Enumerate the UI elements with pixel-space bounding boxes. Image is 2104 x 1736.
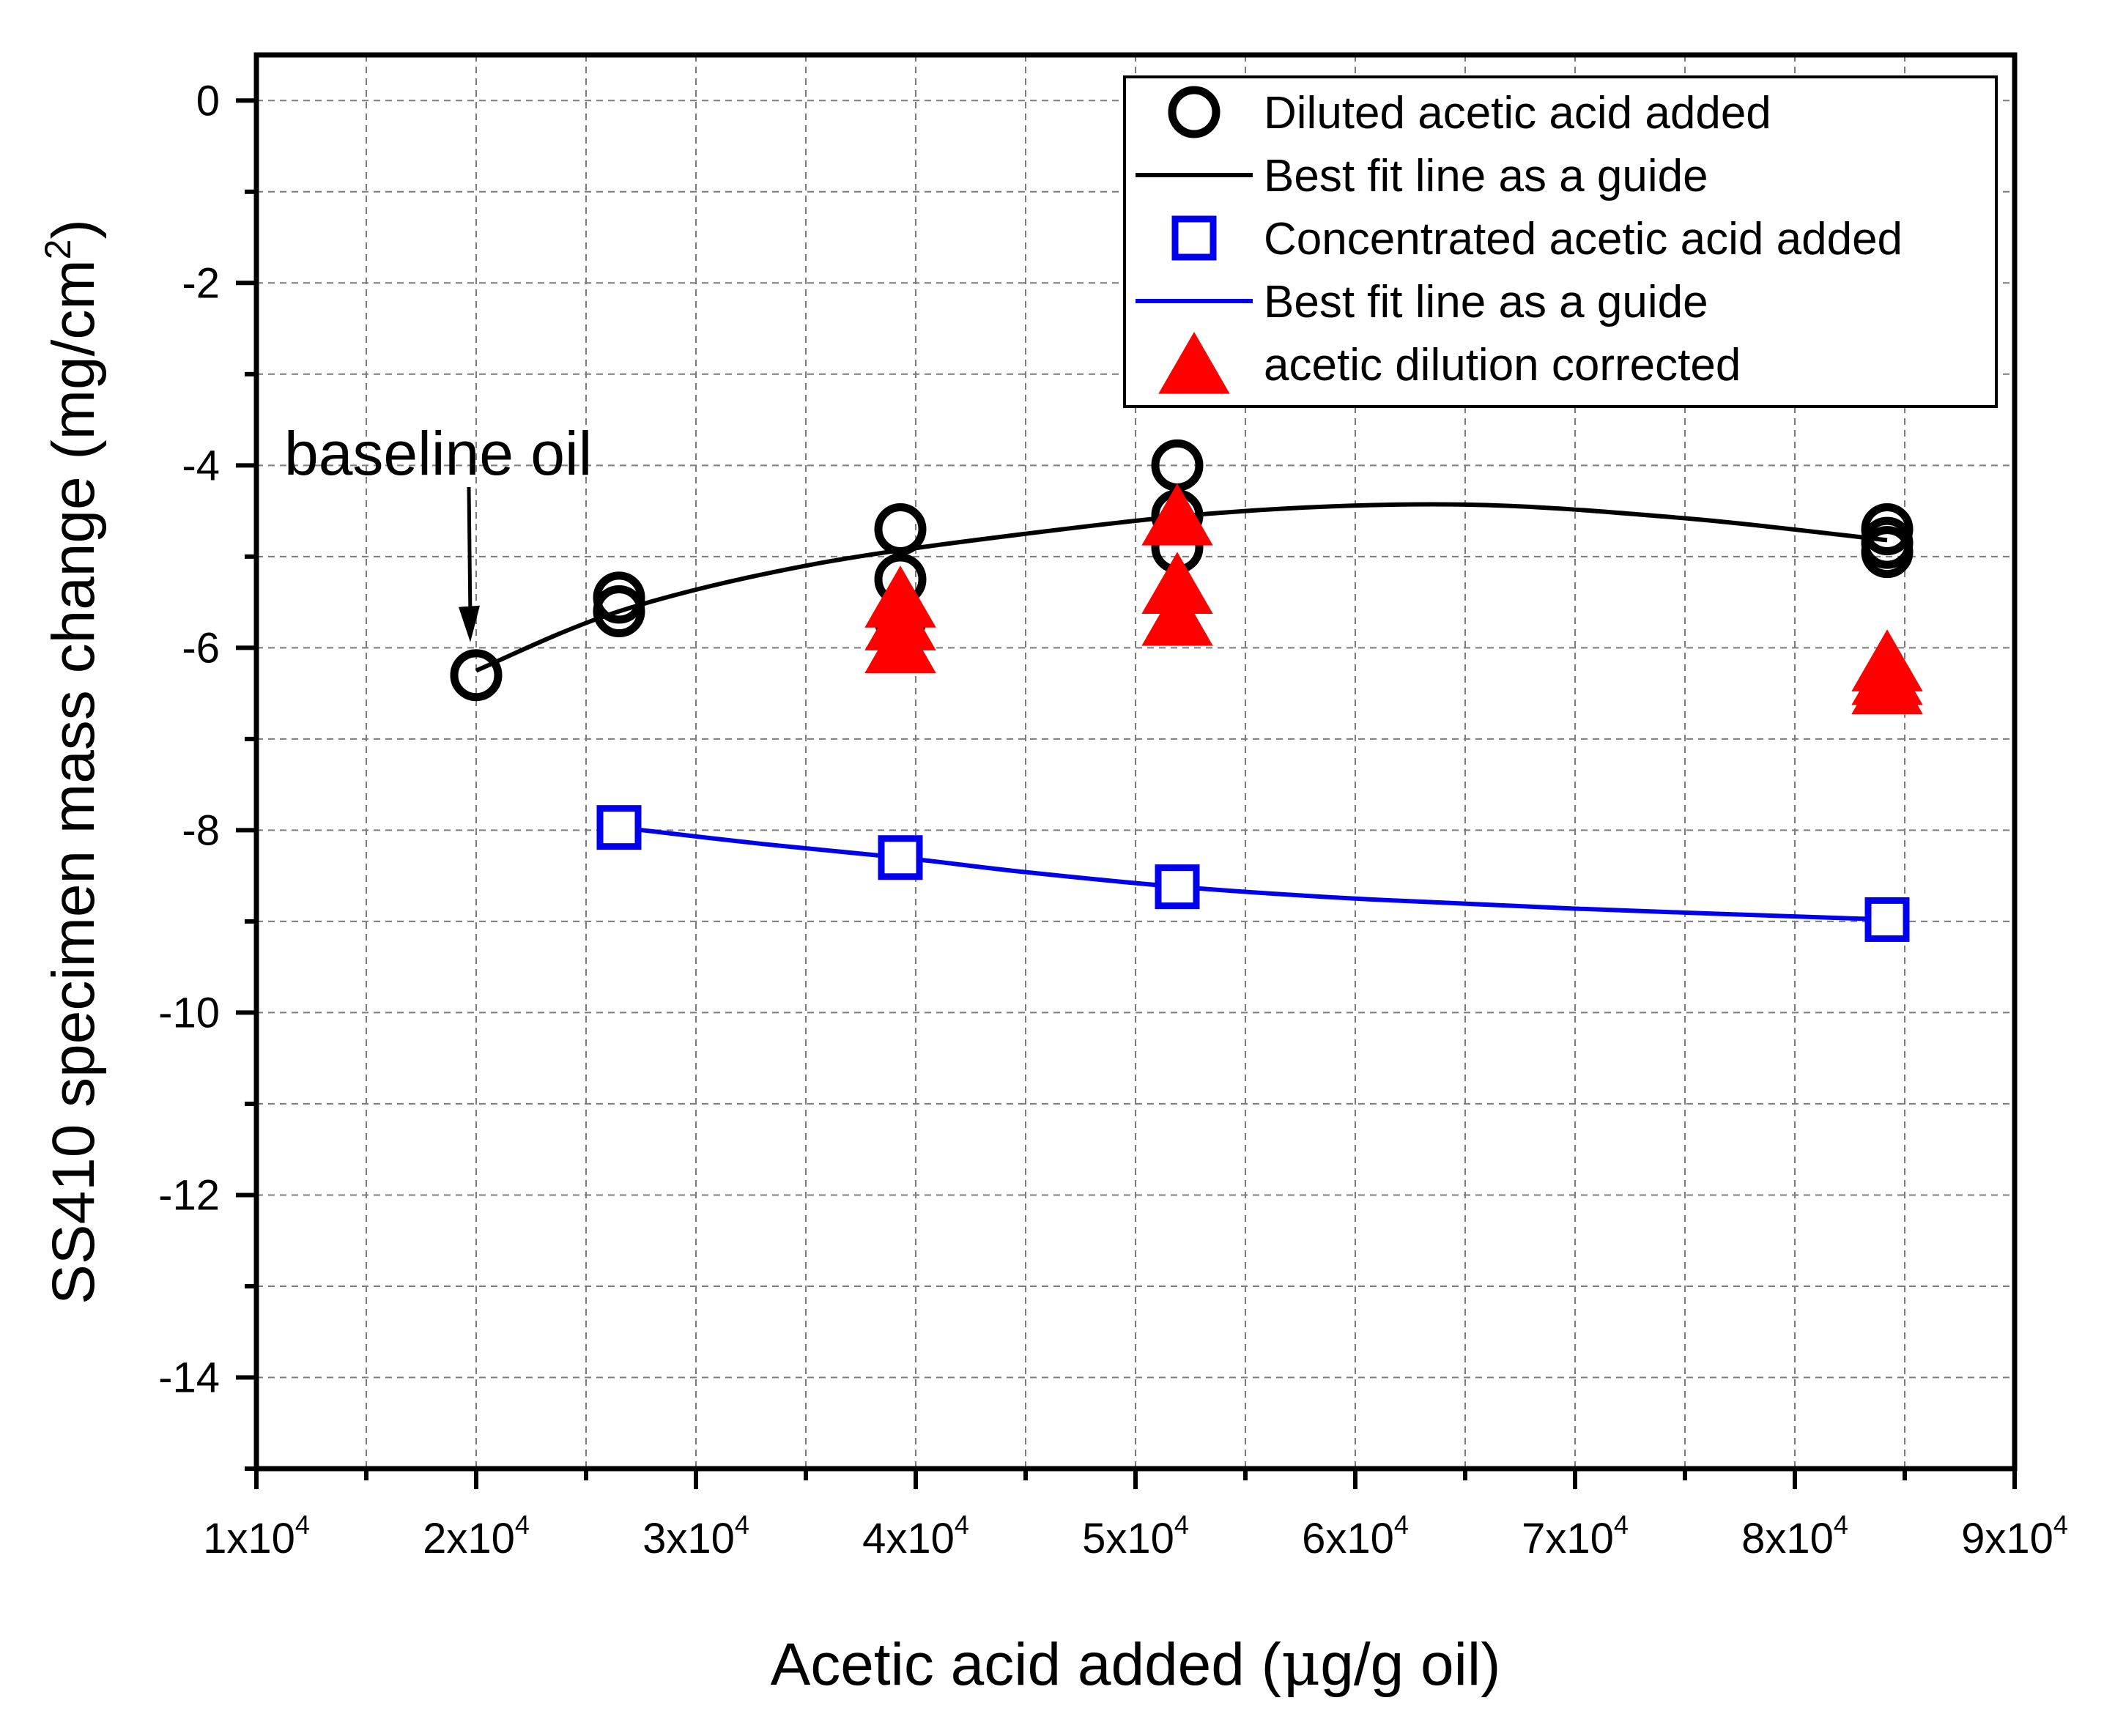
legend-label: acetic dilution corrected xyxy=(1264,340,1741,390)
x-tick-label: 5x104 xyxy=(1082,1510,1189,1562)
y-axis-title-part-1: SS410 specimen mass change (mg/cm xyxy=(40,259,107,1305)
circle-marker xyxy=(874,502,927,555)
axis-ticks xyxy=(236,98,2017,1489)
square-marker xyxy=(1155,864,1200,910)
data-markers xyxy=(450,439,1923,942)
y-axis-title-part-3: ) xyxy=(40,219,107,239)
x-tick-label: 7x104 xyxy=(1522,1510,1629,1562)
y-tick-label: 0 xyxy=(196,77,220,125)
x-tick-label: 9x104 xyxy=(1961,1510,2068,1562)
y-tick-label: -6 xyxy=(182,624,220,672)
square-marker xyxy=(596,805,642,850)
x-tick-label: 6x104 xyxy=(1302,1510,1409,1562)
y-tick-label: -14 xyxy=(158,1354,220,1401)
legend: Diluted acetic acid added Best fit line a… xyxy=(1123,75,1998,408)
legend-label: Best fit line as a guide xyxy=(1264,277,1708,327)
legend-triangle-swatch xyxy=(1158,331,1230,394)
x-tick-label: 1x104 xyxy=(203,1510,310,1562)
x-axis-title: Acetic acid added (μg/g oil) xyxy=(771,1630,1501,1699)
legend-square-swatch xyxy=(1171,215,1217,261)
x-tick-label: 3x104 xyxy=(642,1510,749,1562)
annotation-arrow-head xyxy=(459,605,480,642)
tick-labels: 1x104 2x104 3x104 4x104 5x104 6x104 7x104 8x104… xyxy=(158,77,2068,1562)
square-marker xyxy=(1864,897,1910,942)
fit-line-3 xyxy=(618,825,1888,922)
y-tick-label: -2 xyxy=(182,259,220,307)
legend-circle-swatch xyxy=(1168,86,1220,138)
square-marker xyxy=(878,835,923,880)
circle-marker xyxy=(593,585,645,638)
y-axis-title: SS410 specimen mass change (mg/cm2) xyxy=(37,219,107,1305)
x-axis-title-part-1: Acetic acid added ( xyxy=(771,1631,1281,1698)
annotation-arrow-shaft xyxy=(467,486,473,620)
y-tick-label: -12 xyxy=(158,1171,220,1219)
triangle-marker xyxy=(1851,652,1923,714)
y-tick-label: -8 xyxy=(182,806,220,854)
circle-marker xyxy=(1861,526,1914,579)
x-axis-title-mu: μ xyxy=(1281,1630,1320,1699)
circle-marker xyxy=(450,649,503,702)
annotation-text: baseline oil xyxy=(284,419,592,488)
y-axis-title-sup: 2 xyxy=(37,239,78,259)
annotation: baseline oil xyxy=(284,419,592,642)
x-tick-label: 4x104 xyxy=(862,1510,969,1562)
triangle-marker xyxy=(1141,583,1213,646)
x-tick-label: 8x104 xyxy=(1741,1510,1848,1562)
legend-label: Diluted acetic acid added xyxy=(1264,88,1771,138)
y-tick-label: -10 xyxy=(158,989,220,1036)
legend-box xyxy=(1123,75,1998,408)
triangle-marker xyxy=(1141,483,1213,546)
triangle-marker xyxy=(864,611,936,673)
legend-label: Concentrated acetic acid added xyxy=(1264,214,1903,264)
x-axis-title-part-3: g/g oil) xyxy=(1320,1631,1500,1698)
legend-label: Best fit line as a guide xyxy=(1264,151,1708,201)
y-tick-label: -4 xyxy=(182,442,220,489)
x-tick-label: 2x104 xyxy=(423,1510,530,1562)
